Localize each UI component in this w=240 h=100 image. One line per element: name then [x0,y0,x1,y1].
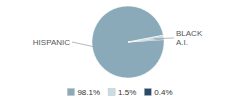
legend-swatch [144,89,151,96]
legend-item: 1.5% [108,88,136,97]
pie-slice [128,39,164,42]
pie [92,6,164,78]
annotation: HISPANIC [33,38,70,47]
legend-label: 1.5% [118,88,136,97]
legend-label: 0.4% [154,88,172,97]
chart: HISPANIC BLACKA.I. 98.1% 1.5% 0.4% [0,0,240,100]
legend: 98.1% 1.5% 0.4% [67,88,172,97]
annotations: HISPANIC BLACKA.I. [33,29,203,47]
legend-item: 98.1% [67,88,100,97]
legend-item: 0.4% [144,88,172,97]
annotation-line [72,42,93,47]
annotation: BLACKA.I. [176,29,203,47]
annotation-line [154,38,174,40]
pie-slice [92,6,164,78]
legend-label: 98.1% [77,88,100,97]
legend-swatch [108,89,115,96]
legend-swatch [67,89,74,96]
